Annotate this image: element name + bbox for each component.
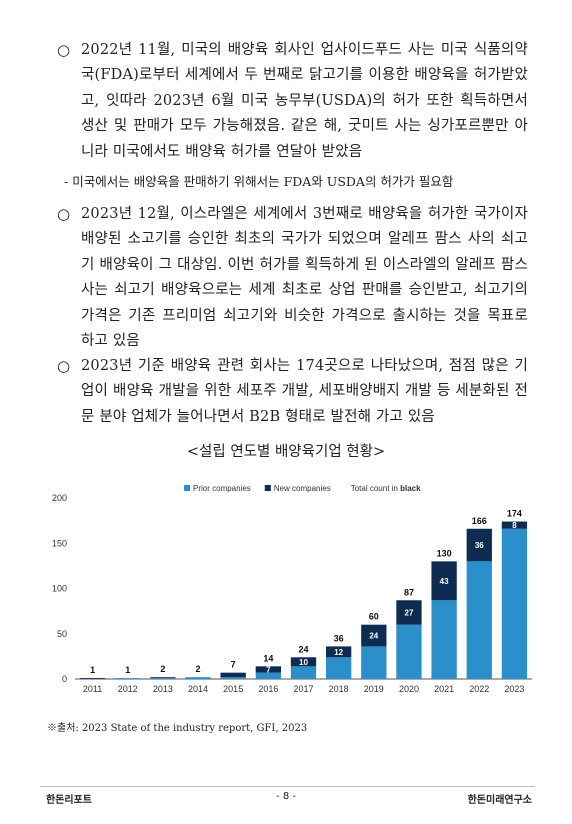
bar-segment [361,646,387,679]
legend-swatch [264,485,271,491]
x-tick-label: 2016 [258,684,278,694]
bar-segment [115,678,141,679]
bar-segment [290,666,317,679]
chart-caption: <설립 연도별 배양육기업 현황> [186,444,386,460]
bullet-marker: ○ [57,41,71,59]
total-label: 24 [298,644,308,654]
x-tick-label: 2018 [329,684,349,694]
y-tick-label: 150 [52,538,67,548]
footer-rule [40,786,535,787]
segment-label: 8 [512,521,517,530]
segment-label: 36 [475,541,484,550]
total-label: 1 [90,665,95,675]
total-label: 130 [437,548,452,558]
sub-bullet: - 미국에서는 배양육을 판매하기 위해서는 FDA와 USDA의 허가가 필요… [64,173,534,191]
bar-segment [290,657,317,667]
x-tick-label: 2013 [153,684,173,694]
x-tick-label: 2022 [469,684,489,694]
bar-segment [466,561,492,679]
total-label: 87 [404,587,414,597]
bar-segment [255,672,282,679]
bar-segment [361,624,387,647]
bullet: ○ 2023년 기준 배양육 관련 회사는 174곳으로 나타났으며, 점점 많은… [57,354,528,430]
total-label: 60 [369,612,379,622]
bullet-text: 2023년 기준 배양육 관련 회사는 174곳으로 나타났으며, 점점 많은 … [81,358,528,425]
bullet-text: 2023년 12월, 이스라엘은 세계에서 3번째로 배양육을 허가한 국가이자… [81,206,528,350]
bar-segment [150,677,176,679]
source: ※출처: 2023 State of the industry report, … [47,723,308,734]
bar-segment [431,561,457,601]
bar-segment [466,528,492,562]
x-tick-label: 2023 [504,684,524,694]
segment-label: 7 [266,665,271,674]
total-label: 7 [231,660,236,670]
total-label: 2 [160,664,165,674]
total-label: 14 [263,653,273,663]
legend-label: Prior companies [193,484,251,493]
segment-label: 43 [440,577,449,586]
total-label: 174 [507,509,522,519]
x-tick-label: 2019 [364,684,384,694]
segment-label: 12 [334,648,343,657]
total-label: 1 [125,665,130,675]
x-tick-label: 2012 [118,684,138,694]
legend-note-text: Total count in [351,484,398,493]
y-tick-label: 100 [52,584,67,594]
bar-segment [185,677,211,679]
y-tick-label: 0 [62,674,67,684]
x-tick-label: 2021 [434,684,454,694]
bullet-marker: ○ [57,205,71,223]
total-label: 36 [334,633,344,643]
bar-segment [501,521,528,529]
segment-label: 27 [405,608,414,617]
sub-marker: - [64,174,69,189]
y-tick-label: 50 [57,629,67,639]
bar-segment [396,600,422,625]
bar-segment [150,678,176,679]
bar-segment [325,646,352,658]
x-tick-label: 2017 [293,684,313,694]
footer-center: - 8 - [276,791,296,802]
segment-label: 24 [369,632,378,641]
legend-note: Total count in black [351,484,421,493]
bar-segment [220,672,246,678]
x-tick-label: 2015 [223,684,243,694]
bar-segment [220,677,246,679]
legend: Prior companies New companies Total count … [184,484,421,493]
bullet: ○ 2023년 12월, 이스라엘은 세계에서 3번째로 배양육을 허가한 국가이… [57,202,528,354]
bar-segment [396,624,422,679]
bar-segment [431,600,457,679]
bullet-marker: ○ [57,357,71,375]
bullet: ○ 2022년 11월, 미국의 배양육 회사인 업사이드푸드 사는 미국 식품의… [57,38,528,165]
x-tick-label: 2014 [188,684,208,694]
footer-left: 한돈리포트 [46,795,92,806]
bullet-text: 2022년 11월, 미국의 배양육 회사인 업사이드푸드 사는 미국 식품의약… [81,42,528,160]
total-label: 166 [472,516,487,526]
total-label: 2 [196,664,201,674]
footer-right: 한돈미래연구소 [467,795,532,806]
segment-label: 10 [299,658,308,667]
y-tick-label: 200 [52,493,67,503]
legend-label: New companies [274,484,331,493]
bar-segment [501,528,528,679]
legend-swatch [184,485,190,491]
legend-note-bold: black [400,484,421,493]
bar-segment [325,657,352,679]
bar-segment [79,678,106,679]
sub-text: 미국에서는 배양육을 판매하기 위해서는 FDA와 USDA의 허가가 필요함 [72,174,454,189]
x-tick-label: 2011 [83,684,102,694]
chart: 0 50 100 150 200 Prior companies New companies… [52,484,532,694]
x-tick-label: 2020 [399,684,419,694]
bar-segment [255,666,282,673]
